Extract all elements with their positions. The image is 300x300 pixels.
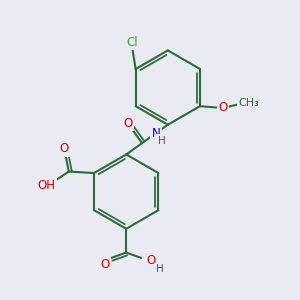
Text: O: O <box>123 117 133 130</box>
Text: OH: OH <box>37 179 55 192</box>
Text: CH₃: CH₃ <box>238 98 259 108</box>
Text: O: O <box>146 254 155 267</box>
Text: O: O <box>100 258 110 271</box>
Text: H: H <box>156 264 164 274</box>
Text: H: H <box>158 136 166 146</box>
Text: O: O <box>219 101 228 114</box>
Text: N: N <box>152 127 161 140</box>
Text: Cl: Cl <box>126 36 138 49</box>
Text: O: O <box>60 142 69 155</box>
